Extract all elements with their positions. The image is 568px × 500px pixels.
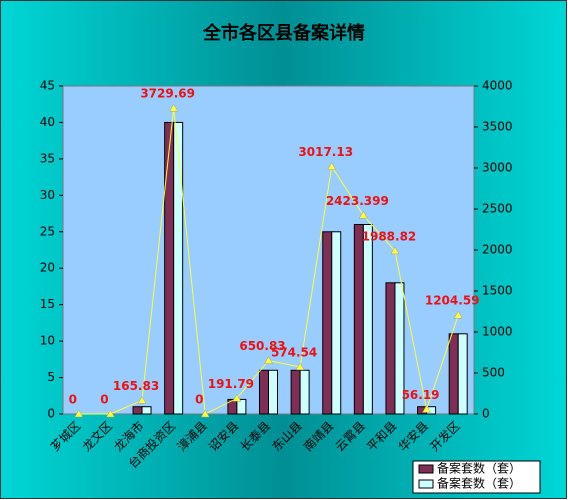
y-tick-label: 30 xyxy=(40,188,55,202)
bar xyxy=(299,369,310,415)
data-label: 2423.399 xyxy=(326,194,389,208)
y2-tick-label: 3000 xyxy=(482,161,513,175)
bar xyxy=(290,369,301,415)
data-label: 1204.59 xyxy=(425,294,480,308)
y2-tick-label: 1000 xyxy=(482,325,513,339)
data-label: 0 xyxy=(100,393,108,407)
y-tick-label: 35 xyxy=(40,151,55,165)
bar xyxy=(448,333,459,415)
data-label: 0 xyxy=(69,393,77,407)
y2-tick-label: 1500 xyxy=(482,284,513,298)
data-label: 0 xyxy=(195,393,203,407)
legend-swatch xyxy=(418,479,434,489)
data-label: 1988.82 xyxy=(362,229,417,243)
marker xyxy=(295,362,305,371)
bar xyxy=(268,369,278,415)
y-tick-label: 5 xyxy=(47,370,55,384)
bar xyxy=(331,231,342,415)
marker xyxy=(390,246,400,255)
bar xyxy=(322,231,333,415)
y-tick-label: 15 xyxy=(40,297,55,311)
marker xyxy=(169,103,179,112)
chart-title: 全市各区县备案详情 xyxy=(202,22,365,44)
data-label: 191.79 xyxy=(208,377,254,391)
marker xyxy=(232,393,242,402)
legend xyxy=(412,460,541,494)
data-label: 574.54 xyxy=(271,345,317,359)
marker xyxy=(264,356,273,364)
marker xyxy=(200,409,210,418)
bar xyxy=(385,282,396,415)
bar xyxy=(236,398,247,415)
y2-tick-label: 3500 xyxy=(482,120,513,134)
y2-tick-label: 4000 xyxy=(482,79,513,93)
bar xyxy=(141,406,152,415)
bar xyxy=(259,369,269,415)
bar xyxy=(362,223,373,415)
marker xyxy=(137,395,147,404)
y-tick-label: 25 xyxy=(40,224,55,238)
legend-swatch xyxy=(418,464,434,474)
data-label: 3017.13 xyxy=(298,145,353,159)
y-tick-label: 45 xyxy=(40,79,55,93)
plot-area xyxy=(62,85,475,415)
y-tick-label: 20 xyxy=(40,261,55,275)
marker xyxy=(74,409,84,418)
y-tick-label: 10 xyxy=(40,334,55,348)
y2-tick-label: 500 xyxy=(482,366,505,380)
bar xyxy=(173,121,184,415)
y-tick-label: 40 xyxy=(40,115,55,129)
y2-tick-label: 0 xyxy=(482,407,490,421)
legend-label: 备案套数（套） xyxy=(437,476,521,491)
data-label: 56.19 xyxy=(402,388,440,402)
bar xyxy=(164,121,175,415)
data-label: 650.83 xyxy=(239,339,285,353)
data-label: 3729.69 xyxy=(140,87,195,101)
y2-tick-label: 2000 xyxy=(482,243,513,257)
data-label: 165.83 xyxy=(113,379,159,393)
marker xyxy=(453,310,463,319)
marker xyxy=(327,162,337,170)
marker xyxy=(422,404,432,413)
bar xyxy=(132,406,143,415)
y-tick-label: 0 xyxy=(47,407,55,421)
bar xyxy=(353,223,364,415)
marker xyxy=(358,210,368,219)
bar xyxy=(457,333,468,415)
y2-tick-label: 2500 xyxy=(482,202,513,216)
bar xyxy=(394,282,405,415)
marker xyxy=(105,409,115,418)
legend-label: 备案套数（套） xyxy=(437,461,521,476)
